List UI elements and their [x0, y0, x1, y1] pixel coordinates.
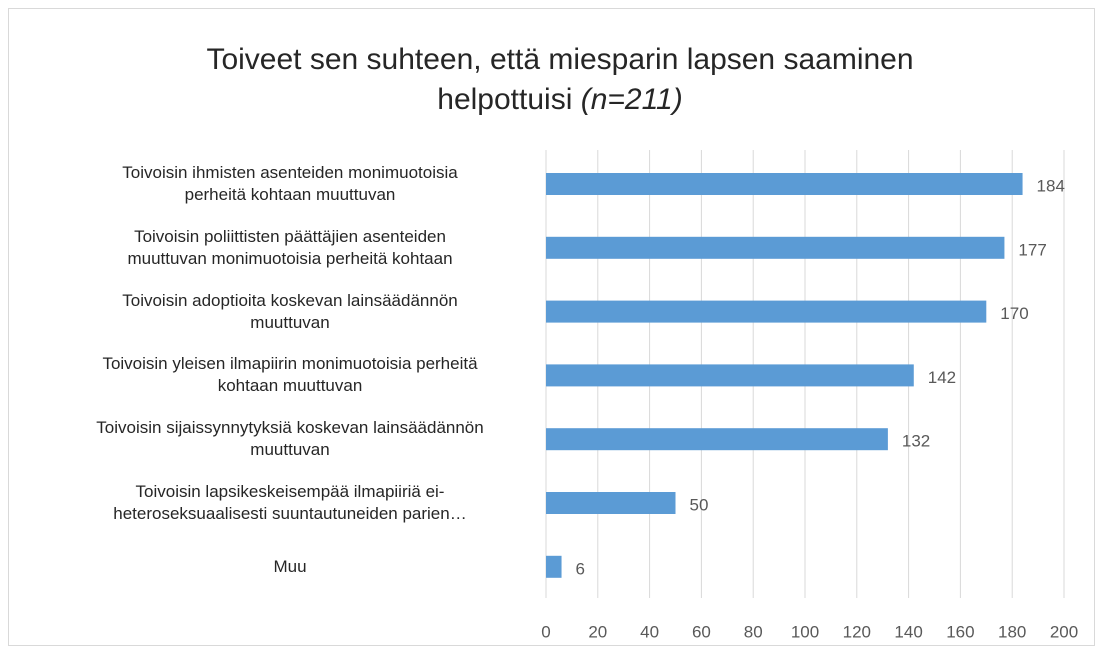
- y-tick-label: Toivoisin lapsikeskeisempää ilmapiiriä e…: [113, 482, 467, 523]
- x-tick-label: 120: [843, 622, 871, 641]
- x-tick-label: 60: [692, 622, 711, 641]
- bar: [546, 236, 1005, 259]
- data-label: 50: [690, 495, 709, 514]
- data-label: 142: [928, 368, 956, 387]
- y-tick-label: Toivoisin yleisen ilmapiirin monimuotois…: [102, 354, 478, 396]
- y-tick-label: Toivoisin poliittisten päättäjien asente…: [127, 226, 453, 268]
- x-tick-label: 80: [744, 622, 763, 641]
- bar: [546, 300, 987, 323]
- x-tick-label: 140: [894, 622, 922, 641]
- x-tick-label: 180: [998, 622, 1026, 641]
- bar: [546, 428, 888, 451]
- x-tick-label: 20: [588, 622, 607, 641]
- x-tick-label: 0: [541, 622, 550, 641]
- bar: [546, 555, 562, 578]
- x-tick-label: 160: [946, 622, 974, 641]
- y-tick-label: Toivoisin ihmisten asenteiden monimuotoi…: [122, 163, 458, 204]
- y-tick-label: Muu: [273, 556, 307, 576]
- data-label: 177: [1018, 240, 1046, 259]
- chart-title-note: (n=211): [580, 83, 683, 116]
- x-tick-label: 100: [791, 622, 819, 641]
- data-label: 184: [1037, 176, 1065, 195]
- bar: [546, 364, 914, 387]
- x-tick-label: 200: [1050, 622, 1078, 641]
- chart-title: Toiveet sen suhteen, että miesparin laps…: [206, 43, 914, 116]
- data-label: 170: [1000, 304, 1028, 323]
- chart-title-block: Toiveet sen suhteen, että miesparin laps…: [60, 40, 1060, 120]
- data-label: 6: [576, 559, 585, 578]
- y-tick-label: Toivoisin adoptioita koskevan lainsäädän…: [122, 290, 458, 332]
- bar: [546, 173, 1023, 195]
- bar: [546, 492, 676, 514]
- y-tick-label: Toivoisin sijaissynnytyksiä koskevan lai…: [96, 418, 484, 460]
- data-label: 132: [902, 432, 930, 451]
- chart-border: [8, 8, 1095, 646]
- x-tick-label: 40: [640, 622, 659, 641]
